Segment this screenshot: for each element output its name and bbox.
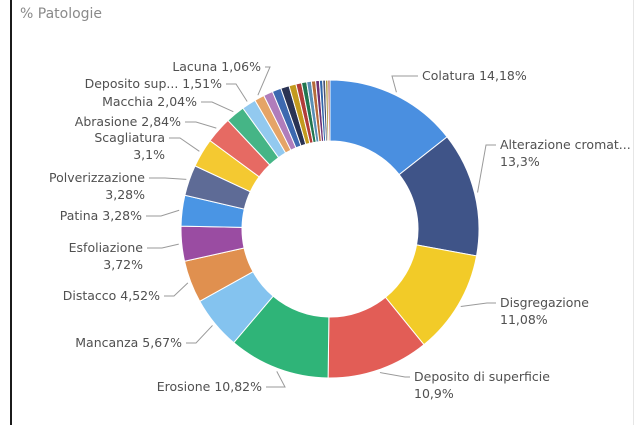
leader-lines (146, 66, 496, 388)
data-label-esfoliazione: Esfoliazione 3,72% (69, 240, 144, 272)
data-label-lacuna: Lacuna 1,06% (172, 59, 261, 74)
leader-line-deposito-superficiale (226, 83, 248, 102)
leader-line-deposito-di-superficie (379, 372, 410, 378)
data-labels: Colatura 14,18% Alterazione cromat... 13,3… (49, 59, 631, 401)
leader-line-macchia (201, 101, 234, 113)
data-label-macchia: Macchia 2,04% (102, 94, 197, 109)
leader-line-mancanza (186, 325, 213, 344)
data-label-deposito-di-superficie: Deposito di superficie 10,9% (414, 369, 550, 401)
data-label-distacco: Distacco 4,52% (63, 288, 160, 303)
data-label-deposito-superficiale: Deposito sup... 1,51% (85, 76, 223, 91)
leader-line-abrasione (185, 121, 217, 129)
data-label-mancanza: Mancanza 5,67% (75, 335, 182, 350)
leader-line-lacuna (257, 66, 271, 96)
leader-line-colatura (391, 75, 418, 93)
leader-line-polverizzazione (149, 177, 187, 180)
leader-line-distacco (164, 282, 189, 297)
data-label-disgregazione: Disgregazione 11,08% (500, 295, 589, 327)
data-label-abrasione: Abrasione 2,84% (75, 114, 181, 129)
slice-minor-27[interactable] (327, 79, 331, 142)
leader-line-scagliatura (169, 137, 200, 152)
right-border (633, 0, 634, 425)
left-border (10, 0, 12, 425)
leader-line-disgregazione (460, 302, 496, 308)
leader-line-esfoliazione (147, 243, 179, 249)
visual-title: % Patologie (20, 6, 103, 22)
data-label-alterazione-cromatica: Alterazione cromat... 13,3% (500, 137, 631, 169)
data-label-colatura: Colatura 14,18% (422, 68, 527, 83)
data-label-erosione: Erosione 10,82% (157, 379, 262, 394)
leader-line-patina (146, 209, 180, 217)
donut-slices (180, 79, 480, 379)
leader-line-alterazione-cromatica (477, 144, 496, 193)
data-label-polverizzazione: Polverizzazione 3,28% (49, 170, 145, 202)
data-label-patina: Patina 3,28% (60, 208, 142, 223)
data-label-scagliatura: Scagliatura 3,1% (94, 130, 165, 162)
leader-line-erosione (266, 371, 286, 388)
